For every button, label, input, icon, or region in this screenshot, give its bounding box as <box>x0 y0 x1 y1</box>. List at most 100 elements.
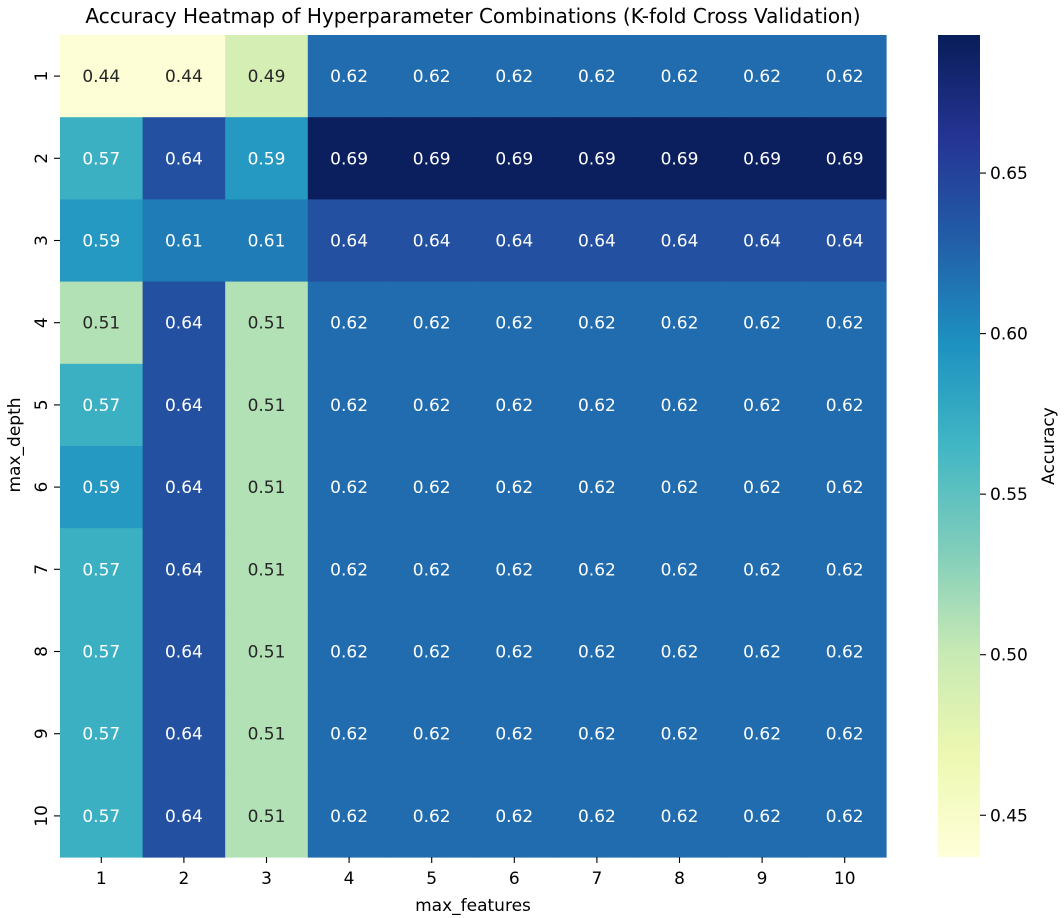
heatmap-cell <box>60 363 144 447</box>
colorbar-tick-label: 0.45 <box>990 806 1028 826</box>
x-tick-label: 5 <box>426 869 437 889</box>
cell-value-label: 0.62 <box>330 807 368 827</box>
cell-value-label: 0.62 <box>495 643 533 663</box>
heatmap-cell <box>473 117 557 200</box>
cell-value-label: 0.62 <box>413 478 451 498</box>
heatmap-cell <box>555 446 639 529</box>
cell-value-label: 0.57 <box>82 725 120 745</box>
heatmap-cell <box>307 117 391 200</box>
x-tick-label: 3 <box>261 869 272 889</box>
cell-value-label: 0.62 <box>495 314 533 334</box>
cell-value-label: 0.64 <box>165 478 203 498</box>
cell-value-label: 0.64 <box>661 232 699 252</box>
cell-value-label: 0.51 <box>248 478 286 498</box>
heatmap-cell <box>60 774 144 858</box>
cell-value-label: 0.51 <box>248 643 286 663</box>
heatmap-cell <box>473 610 557 694</box>
heatmap-cell <box>555 281 639 365</box>
heatmap-cell <box>142 199 226 283</box>
heatmap-cell <box>225 281 309 365</box>
cell-value-label: 0.62 <box>661 807 699 827</box>
cell-value-label: 0.62 <box>826 67 864 87</box>
heatmap-cell <box>390 35 474 118</box>
heatmap-cell <box>473 774 557 858</box>
heatmap-cell <box>803 774 887 858</box>
cell-value-label: 0.62 <box>578 643 616 663</box>
cell-value-label: 0.61 <box>165 232 203 252</box>
cell-value-label: 0.62 <box>578 560 616 580</box>
cell-value-label: 0.62 <box>743 67 781 87</box>
cell-value-label: 0.62 <box>578 725 616 745</box>
cell-value-label: 0.62 <box>826 560 864 580</box>
cell-value-label: 0.69 <box>578 149 616 169</box>
cell-value-label: 0.64 <box>330 232 368 252</box>
cell-value-label: 0.51 <box>248 560 286 580</box>
heatmap-cell <box>803 528 887 611</box>
cell-value-label: 0.62 <box>578 67 616 87</box>
heatmap-cell <box>60 528 144 611</box>
x-axis-ticks: 1 2 3 4 5 6 7 8 9 10 <box>96 857 856 889</box>
x-tick-label: 1 <box>96 869 107 889</box>
cell-value-label: 0.62 <box>330 560 368 580</box>
cell-value-label: 0.64 <box>743 232 781 252</box>
cell-value-label: 0.51 <box>248 807 286 827</box>
cell-value-label: 0.62 <box>743 314 781 334</box>
y-tick-label: 5 <box>32 399 52 410</box>
x-tick-label: 7 <box>591 869 602 889</box>
colorbar-tick-label: 0.60 <box>990 325 1028 345</box>
heatmap-cell <box>307 528 391 611</box>
cell-value-label: 0.62 <box>578 314 616 334</box>
x-tick-label: 4 <box>344 869 355 889</box>
heatmap-cell <box>307 446 391 529</box>
cell-value-label: 0.62 <box>661 314 699 334</box>
heatmap-cell <box>638 528 722 611</box>
cell-value-label: 0.62 <box>330 725 368 745</box>
cell-value-label: 0.62 <box>413 396 451 416</box>
cell-value-label: 0.61 <box>248 232 286 252</box>
cell-value-label: 0.62 <box>826 807 864 827</box>
heatmap-cell <box>555 35 639 118</box>
cell-value-label: 0.62 <box>330 396 368 416</box>
heatmap-cell <box>720 446 804 529</box>
y-tick-label: 6 <box>32 482 52 493</box>
x-tick-label: 8 <box>674 869 685 889</box>
cell-value-label: 0.62 <box>413 67 451 87</box>
cell-value-label: 0.62 <box>330 643 368 663</box>
heatmap-cell <box>803 363 887 447</box>
cell-value-label: 0.62 <box>743 807 781 827</box>
cell-value-label: 0.62 <box>495 396 533 416</box>
cell-value-label: 0.62 <box>578 478 616 498</box>
cell-value-label: 0.64 <box>826 232 864 252</box>
heatmap-cell <box>555 774 639 858</box>
cell-value-label: 0.62 <box>743 396 781 416</box>
heatmap-cell <box>225 35 309 118</box>
cell-value-label: 0.64 <box>165 396 203 416</box>
cell-value-label: 0.64 <box>413 232 451 252</box>
colorbar-label: Accuracy <box>1039 407 1059 485</box>
heatmap-cell <box>225 528 309 611</box>
cell-value-label: 0.62 <box>661 725 699 745</box>
heatmap-cell <box>638 363 722 447</box>
cell-value-label: 0.62 <box>495 725 533 745</box>
cell-value-label: 0.69 <box>743 149 781 169</box>
cell-value-label: 0.57 <box>82 807 120 827</box>
heatmap-cell <box>473 35 557 118</box>
cell-value-label: 0.62 <box>826 725 864 745</box>
heatmap-cell <box>60 199 144 283</box>
cell-value-label: 0.62 <box>826 478 864 498</box>
cell-value-label: 0.62 <box>743 478 781 498</box>
heatmap-cell <box>390 528 474 611</box>
heatmap-cell <box>142 281 226 365</box>
cell-value-label: 0.62 <box>413 725 451 745</box>
cell-value-label: 0.62 <box>413 314 451 334</box>
cell-value-label: 0.57 <box>82 643 120 663</box>
heatmap-cell <box>225 610 309 694</box>
heatmap-cell <box>225 692 309 776</box>
heatmap-cell <box>390 199 474 283</box>
heatmap-cell <box>142 610 226 694</box>
heatmap-cell <box>473 692 557 776</box>
cell-value-label: 0.44 <box>82 67 120 87</box>
cell-value-label: 0.62 <box>578 807 616 827</box>
heatmap-cell <box>60 692 144 776</box>
cell-value-label: 0.69 <box>330 149 368 169</box>
